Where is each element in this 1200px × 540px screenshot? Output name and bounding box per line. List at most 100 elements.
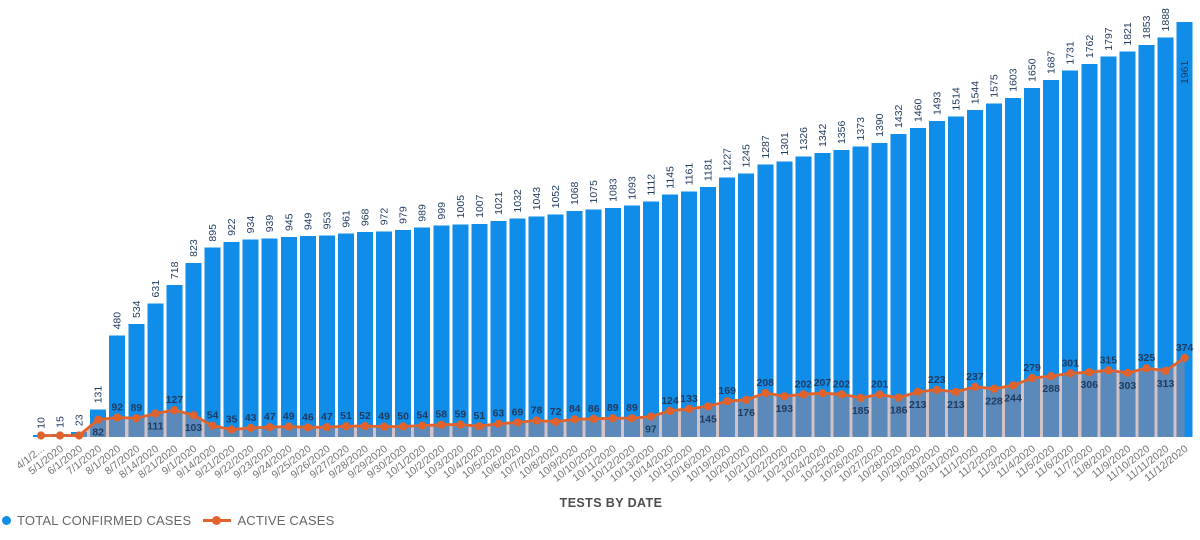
total-confirmed-bar[interactable] [109,335,126,437]
total-confirmed-bar[interactable] [566,210,583,437]
active-cases-point[interactable] [265,423,274,432]
active-cases-point[interactable] [684,404,694,413]
active-cases-point[interactable] [494,419,503,428]
active-cases-point[interactable] [875,390,884,399]
total-confirmed-bar[interactable] [604,207,621,437]
bar-line-chart[interactable]: 10 15 23 131 480 534 631 718 823 895 922 934 939 945 9… [0,0,1200,495]
active-cases-point[interactable] [1066,369,1075,378]
active-cases-point[interactable] [227,425,236,434]
total-confirmed-bar[interactable] [528,216,545,437]
active-cases-point[interactable] [704,402,713,411]
total-confirmed-bar[interactable] [147,303,164,437]
total-confirmed-bar[interactable] [928,121,945,437]
total-confirmed-bar[interactable] [318,235,335,437]
active-cases-point[interactable] [799,390,808,399]
active-cases-point[interactable] [246,423,255,432]
active-cases-point[interactable] [475,422,484,431]
total-confirmed-bar[interactable] [395,229,412,437]
active-cases-point[interactable] [627,414,636,423]
active-cases-point[interactable] [1028,373,1037,383]
total-confirmed-bar[interactable] [1043,79,1060,437]
active-cases-point[interactable] [55,431,65,440]
total-confirmed-bar[interactable] [280,237,297,437]
active-cases-point[interactable] [1123,368,1132,377]
active-cases-point[interactable] [132,414,141,423]
total-confirmed-bar[interactable] [833,150,850,437]
active-cases-point[interactable] [189,411,198,420]
active-cases-point[interactable] [913,387,922,396]
active-cases-point[interactable] [456,420,465,429]
active-cases-point[interactable] [989,384,999,393]
active-cases-point[interactable] [303,423,312,432]
total-confirmed-bar[interactable] [986,103,1002,437]
total-confirmed-bar[interactable] [738,173,755,438]
active-cases-point[interactable] [1085,368,1094,377]
active-cases-point[interactable] [36,431,46,440]
active-cases-point[interactable] [399,422,408,431]
total-confirmed-bar[interactable] [337,233,354,437]
total-confirmed-bar[interactable] [299,236,316,437]
total-confirmed-bar[interactable] [681,191,698,437]
total-confirmed-bar[interactable] [261,238,278,437]
total-confirmed-bar[interactable] [871,142,888,437]
total-confirmed-bar[interactable] [471,223,488,437]
active-cases-point[interactable] [341,422,351,431]
total-confirmed-bar[interactable] [242,239,259,437]
total-confirmed-bar[interactable] [204,247,221,437]
active-cases-point[interactable] [1161,366,1170,375]
active-cases-point[interactable] [94,415,103,424]
active-cases-point[interactable] [894,393,903,402]
total-confirmed-bar[interactable] [1100,56,1117,437]
active-cases-point[interactable] [1104,366,1113,375]
total-confirmed-bar[interactable] [128,323,145,437]
total-confirmed-bar[interactable] [1157,37,1174,437]
active-cases-point[interactable] [742,395,751,404]
active-cases-point[interactable] [418,421,427,430]
active-cases-point[interactable] [151,409,160,418]
total-confirmed-bar[interactable] [585,209,602,437]
active-cases-point[interactable] [1142,364,1151,373]
active-cases-point[interactable] [589,414,598,423]
active-cases-point[interactable] [1180,353,1189,362]
active-cases-point[interactable] [932,385,941,394]
total-confirmed-bar[interactable] [966,110,983,437]
active-cases-point[interactable] [1008,381,1018,390]
active-cases-point[interactable] [837,390,846,399]
total-confirmed-bar[interactable] [776,161,793,437]
total-confirmed-bar[interactable] [795,156,812,437]
total-confirmed-bar[interactable] [757,164,774,437]
total-confirmed-bar[interactable] [642,201,659,437]
active-cases-point[interactable] [379,422,389,431]
active-cases-point[interactable] [75,431,84,440]
active-cases-point[interactable] [551,417,560,426]
total-confirmed-bar[interactable] [1176,22,1193,437]
active-cases-point[interactable] [113,413,122,422]
total-confirmed-bar[interactable] [433,225,450,437]
active-cases-point[interactable] [608,414,617,423]
active-cases-point[interactable] [322,423,331,432]
total-confirmed-bar[interactable] [890,133,907,437]
total-confirmed-bar[interactable] [1005,97,1022,438]
total-confirmed-bar[interactable] [623,205,640,437]
active-cases-point[interactable] [665,406,675,415]
total-confirmed-bar[interactable] [1119,51,1136,437]
total-confirmed-bar[interactable] [509,218,526,437]
total-confirmed-bar[interactable] [185,262,202,437]
active-cases-point[interactable] [970,382,980,391]
legend-item-active-cases[interactable]: ACTIVE CASES [203,513,334,528]
total-confirmed-bar[interactable] [452,224,469,437]
total-confirmed-bar[interactable] [1081,64,1098,438]
active-cases-point[interactable] [723,397,732,406]
total-confirmed-bar[interactable] [376,231,393,437]
active-cases-point[interactable] [437,420,446,429]
active-cases-point[interactable] [646,412,656,421]
total-confirmed-bar[interactable] [1062,70,1079,438]
total-confirmed-bar[interactable] [223,241,240,437]
active-cases-point[interactable] [1047,372,1056,381]
total-confirmed-bar[interactable] [414,227,431,437]
total-confirmed-bar[interactable] [547,214,564,437]
total-confirmed-bar[interactable] [1138,44,1155,438]
active-cases-point[interactable] [780,392,789,401]
active-cases-point[interactable] [761,388,770,398]
active-cases-point[interactable] [513,418,522,427]
